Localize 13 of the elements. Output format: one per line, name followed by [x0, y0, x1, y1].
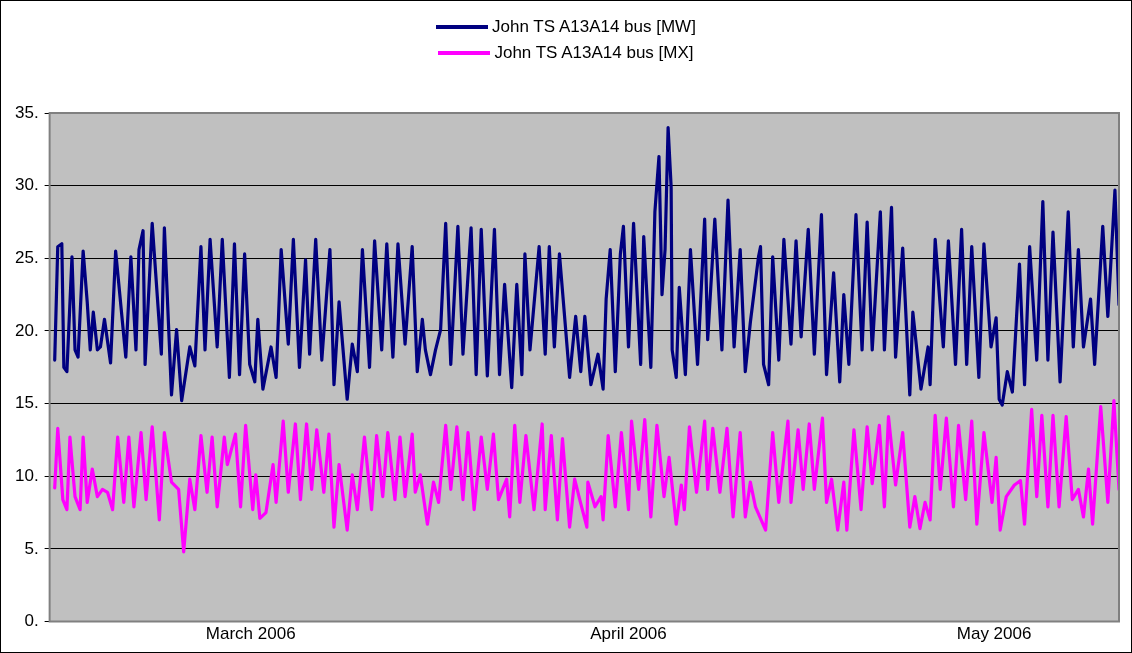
y-tick-label: 5.	[24, 538, 39, 558]
y-tick-label: 20.	[14, 320, 39, 340]
x-tick-label: March 2006	[205, 624, 296, 644]
x-tick-label: May 2006	[956, 624, 1032, 644]
y-tick-label: 10.	[14, 465, 39, 485]
legend-label: John TS A13A14 bus [MW]	[492, 17, 696, 37]
y-tick-label: 30.	[14, 175, 39, 195]
y-tick-label: 0.	[24, 611, 39, 631]
x-tick-label: April 2006	[590, 624, 667, 644]
legend-label: John TS A13A14 bus [MX]	[494, 43, 694, 63]
y-tick-label: 25.	[14, 248, 39, 267]
y-tick-label: 15.	[14, 393, 39, 413]
y-tick-label: 35.	[14, 102, 39, 122]
